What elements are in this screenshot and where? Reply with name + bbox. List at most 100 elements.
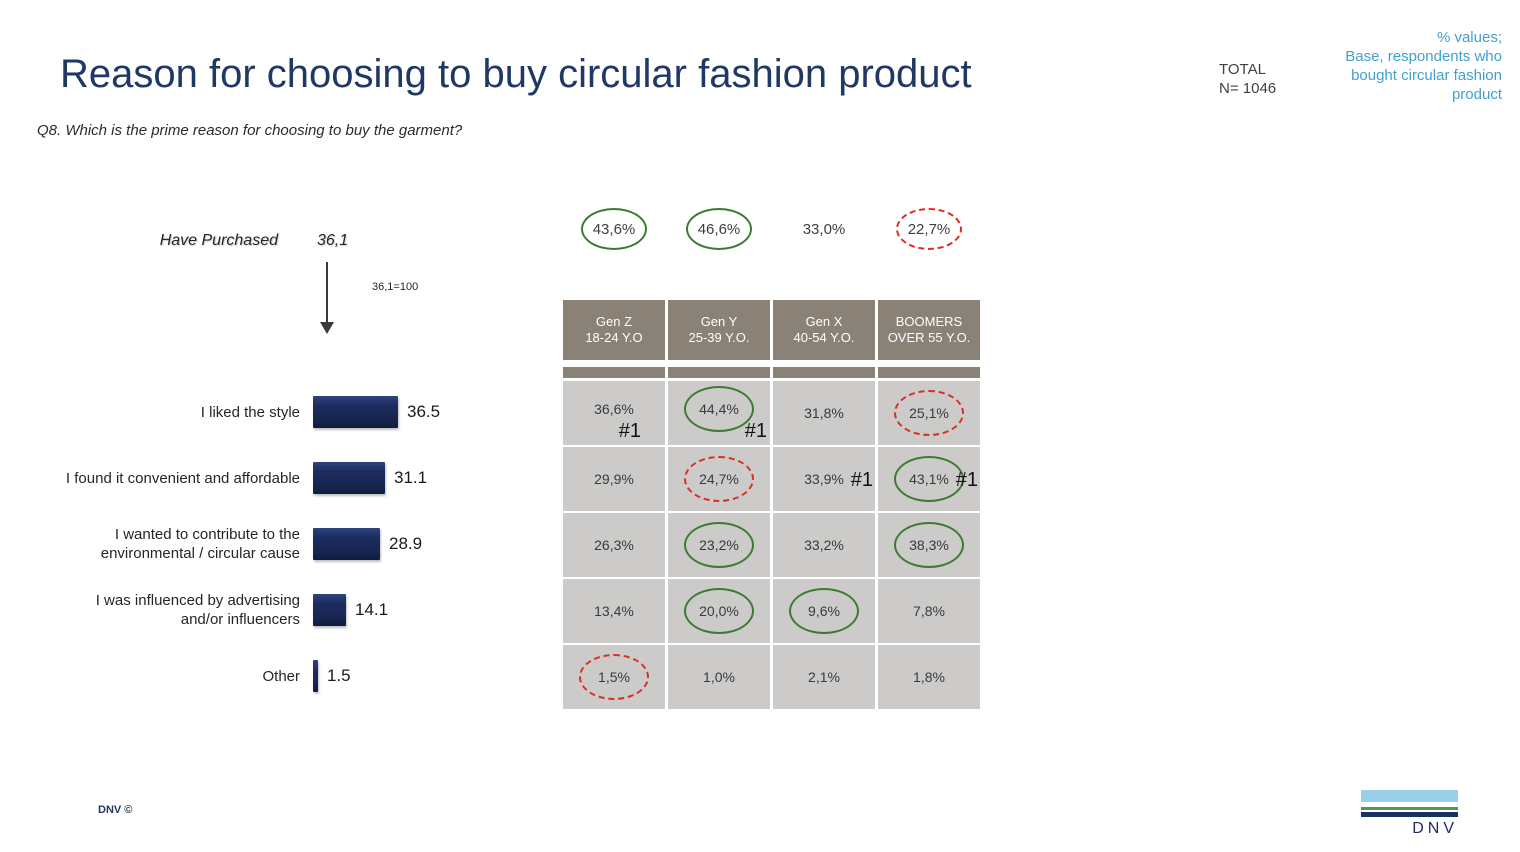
bar-row: I liked the style 36.5 (60, 379, 560, 445)
table-cell: 25,1% (878, 381, 980, 445)
table-cell: 1,5% (563, 645, 665, 709)
cell-value: 1,0% (703, 669, 735, 685)
cell-value: 46,6% (697, 220, 741, 238)
bar (313, 594, 346, 626)
dnv-logo: DNV (1361, 790, 1458, 838)
table-cell: 9,6% (773, 579, 875, 643)
table-cell: 31,8% (773, 381, 875, 445)
value-wrap: 36,6% (579, 386, 649, 432)
column-header: Gen Y 25-39 Y.O. (668, 300, 770, 360)
generation-table-strip (563, 367, 980, 378)
value-wrap: 33,0% (791, 208, 857, 250)
cell-value: 33,0% (802, 220, 846, 238)
cell-value: 1,5% (598, 669, 630, 685)
have-purchased-circle-row: 43,6% 46,6% 33,0% 22,7% (563, 203, 980, 255)
cell-value: 43,1% (909, 471, 949, 487)
bar-label: I liked the style (200, 403, 300, 421)
have-purchased-cell: 22,7% (878, 203, 980, 255)
cell-value: 23,2% (699, 537, 739, 553)
total-block: TOTAL N= 1046 (1219, 60, 1276, 98)
table-cell: 1,8% (878, 645, 980, 709)
logo-stripe-lightblue (1361, 790, 1458, 802)
bar-row: I wanted to contribute to the environmen… (60, 511, 560, 577)
table-cell: 33,9% #1 (773, 447, 875, 511)
cell-value: 25,1% (909, 405, 949, 421)
logo-stripe-navy (1361, 812, 1458, 817)
cell-value: 2,1% (808, 669, 840, 685)
value-wrap: 31,8% (789, 390, 859, 436)
column-header: BOOMERS OVER 55 Y.O. (878, 300, 980, 360)
highlight-ellipse-red: 25,1% (894, 390, 964, 436)
table-cell: 2,1% (773, 645, 875, 709)
cell-value: 36,6% (594, 400, 634, 417)
cell-value: 44,4% (699, 400, 739, 417)
bar-label: I wanted to contribute to the environmen… (100, 526, 300, 562)
table-cell: 44,4% #1 (668, 381, 770, 445)
cell-value: 13,4% (594, 603, 634, 619)
have-purchased-label: Have Purchased (159, 232, 278, 249)
cell-value: 31,8% (804, 405, 844, 421)
cell-value: 7,8% (913, 603, 945, 619)
value-wrap: 33,9% (789, 456, 859, 502)
highlight-ellipse-green: 9,6% (789, 588, 859, 634)
footer-brand: DNV © (98, 804, 133, 816)
bar-label: I found it convenient and affordable (65, 469, 300, 487)
cell-value: 9,6% (808, 603, 840, 619)
highlight-ellipse-green: 20,0% (684, 588, 754, 634)
have-purchased-cell: 43,6% (563, 203, 665, 255)
value-wrap: 1,8% (894, 654, 964, 700)
cell-value: 29,9% (594, 471, 634, 487)
table-strip-cell (668, 367, 770, 378)
highlight-ellipse-red: 24,7% (684, 456, 754, 502)
highlight-ellipse-green: 46,6% (686, 208, 752, 250)
bar-row: I was influenced by advertising and/or i… (60, 577, 560, 643)
bar-label: Other (262, 667, 300, 685)
table-cell: 13,4% (563, 579, 665, 643)
cell-value: 26,3% (594, 537, 634, 553)
cell-value: 20,0% (699, 603, 739, 619)
cell-value: 43,6% (592, 220, 636, 238)
highlight-ellipse-green: 43,1% (894, 456, 964, 502)
logo-stripe-green (1361, 807, 1458, 810)
highlight-ellipse-red: 1,5% (579, 654, 649, 700)
have-purchased-value: 36,1 (317, 232, 349, 249)
table-cell: 20,0% (668, 579, 770, 643)
bar-value: 14.1 (355, 600, 389, 619)
table-cell: 1,0% (668, 645, 770, 709)
table-cell: 7,8% (878, 579, 980, 643)
rank-badge: #1 (850, 468, 873, 491)
table-cell: 26,3% (563, 513, 665, 577)
bar-value: 28.9 (389, 534, 423, 553)
rank-badge: #1 (744, 420, 767, 442)
cell-value: 33,2% (804, 537, 844, 553)
highlight-ellipse-green: 43,6% (581, 208, 647, 250)
cell-value: 1,8% (913, 669, 945, 685)
table-cell: 24,7% (668, 447, 770, 511)
bar-chart: I liked the style 36.5 I found it convenie… (60, 379, 560, 709)
flow-arrow-line (326, 262, 328, 322)
bar-row: I found it convenient and affordable 31.1 (60, 445, 560, 511)
generation-table-header: Gen Z 18-24 Y.O Gen Y 25-39 Y.O. Gen X 40-… (563, 300, 980, 360)
bar-value: 1.5 (327, 666, 351, 685)
highlight-ellipse-red: 22,7% (896, 208, 962, 250)
logo-wordmark: DNV (1412, 820, 1458, 837)
rank-badge: #1 (618, 420, 641, 442)
value-wrap: 33,2% (789, 522, 859, 568)
table-cell: 29,9% (563, 447, 665, 511)
bar (313, 396, 398, 428)
highlight-ellipse-green: 44,4% (684, 385, 754, 432)
generation-table-body: 36,6% #1 44,4% #1 31,8% 25,1% 29,9% 24,7% 33,9% #… (563, 381, 980, 709)
cell-value: 22,7% (907, 220, 951, 238)
value-wrap: 29,9% (579, 456, 649, 502)
table-strip-cell (878, 367, 980, 378)
table-strip-cell (563, 367, 665, 378)
bar-value: 36.5 (407, 402, 441, 421)
bar-value: 31.1 (394, 468, 428, 487)
bar-row: Other 1.5 (60, 643, 560, 709)
cell-value: 24,7% (699, 471, 739, 487)
base-note: % values; Base, respondents who bought c… (1345, 29, 1502, 103)
column-header: Gen X 40-54 Y.O. (773, 300, 875, 360)
page-title: Reason for choosing to buy circular fash… (60, 52, 972, 96)
question-text: Q8. Which is the prime reason for choosi… (37, 122, 463, 139)
table-cell: 33,2% (773, 513, 875, 577)
